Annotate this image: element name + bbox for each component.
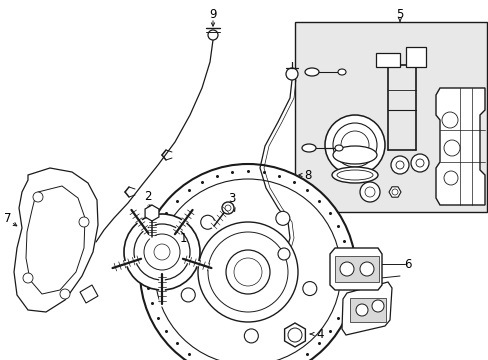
Circle shape [222, 202, 234, 214]
Circle shape [79, 217, 89, 227]
Circle shape [140, 164, 355, 360]
Circle shape [198, 222, 297, 322]
Bar [334, 256, 378, 282]
Ellipse shape [302, 144, 315, 152]
Circle shape [364, 187, 374, 197]
Circle shape [325, 115, 384, 175]
Circle shape [181, 288, 195, 302]
Circle shape [441, 112, 457, 128]
Ellipse shape [334, 145, 342, 151]
Circle shape [278, 248, 289, 260]
Circle shape [443, 171, 457, 185]
Polygon shape [145, 205, 159, 221]
Circle shape [60, 289, 70, 299]
Circle shape [33, 192, 43, 202]
Circle shape [302, 282, 316, 296]
Circle shape [390, 156, 408, 174]
Circle shape [244, 329, 258, 343]
Bar [294, 22, 486, 212]
Polygon shape [341, 282, 391, 335]
Text: 1: 1 [179, 231, 186, 244]
Circle shape [143, 234, 180, 270]
Text: 3: 3 [228, 192, 235, 204]
Ellipse shape [332, 146, 376, 164]
Polygon shape [388, 187, 400, 197]
Polygon shape [435, 88, 484, 205]
Circle shape [371, 300, 383, 312]
Bar [349, 298, 385, 322]
Text: 8: 8 [304, 168, 311, 181]
Circle shape [207, 30, 218, 40]
Polygon shape [405, 47, 425, 67]
Circle shape [443, 140, 459, 156]
Circle shape [134, 224, 190, 280]
Polygon shape [14, 168, 98, 312]
Text: 2: 2 [144, 189, 151, 202]
Circle shape [200, 215, 214, 229]
Polygon shape [26, 186, 85, 294]
Text: 4: 4 [316, 328, 323, 341]
Circle shape [332, 123, 376, 167]
Polygon shape [329, 248, 381, 290]
Ellipse shape [331, 167, 377, 183]
Ellipse shape [337, 69, 346, 75]
Circle shape [359, 182, 379, 202]
Circle shape [339, 262, 353, 276]
Circle shape [124, 214, 200, 290]
Circle shape [23, 273, 33, 283]
Polygon shape [375, 53, 399, 67]
Circle shape [359, 262, 373, 276]
Polygon shape [80, 285, 98, 303]
Circle shape [225, 250, 269, 294]
Text: 7: 7 [4, 212, 12, 225]
Polygon shape [284, 323, 305, 347]
Circle shape [285, 68, 297, 80]
Text: 5: 5 [395, 8, 403, 21]
Circle shape [275, 211, 289, 225]
Text: 9: 9 [209, 8, 216, 21]
Text: 6: 6 [404, 257, 411, 270]
Ellipse shape [305, 68, 318, 76]
Circle shape [355, 304, 367, 316]
Circle shape [410, 154, 428, 172]
